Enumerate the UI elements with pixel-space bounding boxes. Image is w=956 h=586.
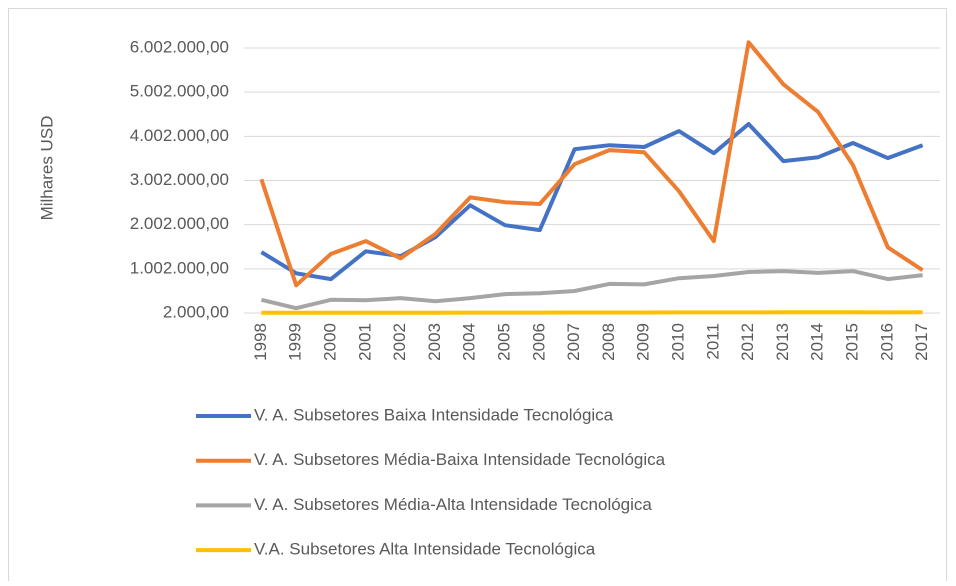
legend-label: V. A. Subsetores Baixa Intensidade Tecno… (254, 405, 614, 424)
x-tick-label: 2010 (668, 323, 687, 361)
x-tick-label: 2012 (738, 323, 757, 361)
x-tick-label: 2014 (808, 323, 827, 361)
x-tick-label: 2013 (773, 323, 792, 361)
x-tick-label: 2000 (320, 323, 339, 361)
series-line (260, 122, 924, 282)
x-tick-label: 2017 (912, 323, 931, 361)
x-tick-label: 2016 (877, 323, 896, 361)
x-tick-label: 2001 (355, 323, 374, 361)
legend-label: V. A. Subsetores Média-Baixa Intensidade… (254, 450, 666, 469)
y-tick-label: 3.002.000,00 (130, 170, 229, 189)
y-tick-label: 4.002.000,00 (130, 126, 229, 145)
x-tick-label: 2008 (599, 323, 618, 361)
x-tick-label: 2005 (494, 323, 513, 361)
series-line (260, 269, 923, 311)
x-tick-label: 2011 (703, 323, 722, 360)
x-tick-label: 2015 (842, 323, 861, 361)
series-line (261, 310, 923, 315)
x-tick-label: 2004 (460, 323, 479, 361)
y-tick-label: 5.002.000,00 (130, 82, 229, 101)
x-tick-label: 1998 (251, 323, 270, 361)
legend-label: V. A. Subsetores Média-Alta Intensidade … (254, 495, 652, 514)
x-tick-label: 2006 (529, 323, 548, 361)
y-tick-label: 6.002.000,00 (130, 37, 229, 56)
y-axis-label: Milhares USD (37, 116, 56, 221)
x-tick-label: 2009 (634, 323, 653, 361)
y-tick-label: 2.002.000,00 (130, 214, 229, 233)
series-line (259, 40, 924, 288)
y-tick-label: 1.002.000,00 (130, 258, 229, 277)
x-tick-label: 2002 (390, 323, 409, 361)
x-tick-label: 1999 (286, 323, 305, 361)
legend-label: V.A. Subsetores Alta Intensidade Tecnoló… (254, 540, 596, 559)
x-tick-label: 2003 (425, 323, 444, 361)
x-tick-label: 2007 (564, 323, 583, 361)
y-tick-label: 2.000,00 (163, 302, 229, 321)
